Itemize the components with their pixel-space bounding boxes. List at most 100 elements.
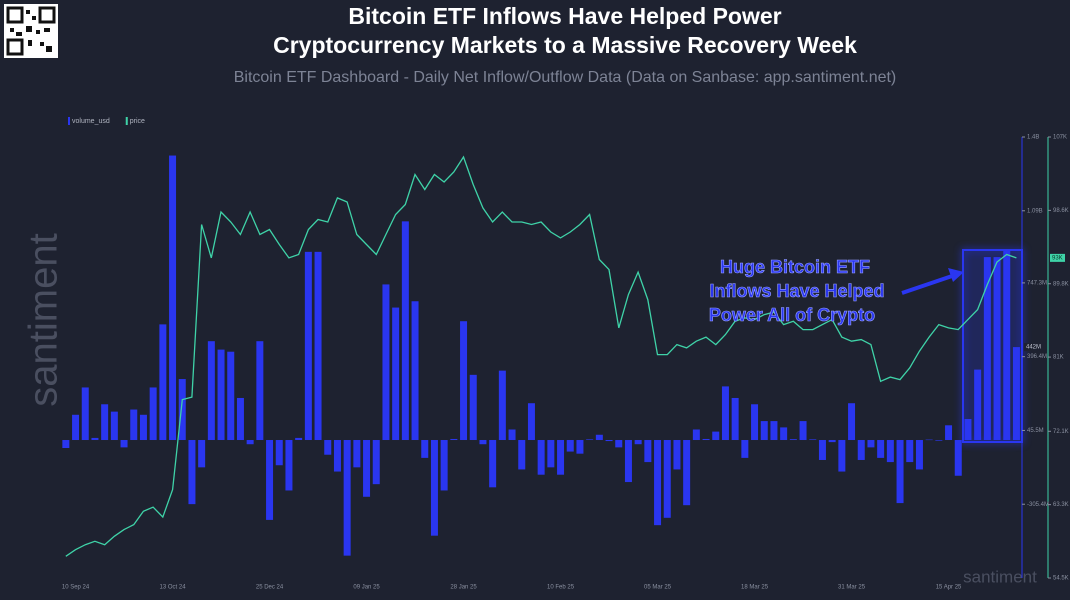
bar <box>945 425 953 441</box>
bar <box>877 440 885 458</box>
bar <box>110 411 118 441</box>
bar <box>760 421 768 441</box>
bar <box>256 341 264 441</box>
y2-tick-label: 54.5K <box>1053 576 1069 582</box>
bar <box>508 429 516 441</box>
bar <box>440 440 448 491</box>
x-tick-label: 05 Mar 25 <box>644 585 672 591</box>
legend-swatch <box>125 117 128 125</box>
bar <box>149 387 157 441</box>
bar <box>469 374 477 441</box>
bar <box>663 440 671 518</box>
bar <box>198 440 206 468</box>
qr-code <box>4 4 58 58</box>
bar <box>91 437 99 441</box>
y-tick-label: 396.4M <box>1027 354 1047 360</box>
bar <box>392 307 400 441</box>
bar <box>62 440 70 449</box>
bar <box>799 421 807 441</box>
bar <box>712 431 720 441</box>
annotation-line: Power All of Crypto <box>709 305 875 325</box>
bar <box>72 414 80 441</box>
bar <box>634 440 642 445</box>
bar <box>217 349 225 441</box>
legend-swatch <box>68 117 70 125</box>
x-tick-label: 28 Jan 25 <box>450 585 477 591</box>
bar <box>207 341 215 441</box>
bar <box>557 440 565 475</box>
bar <box>527 403 535 441</box>
x-tick-label: 31 Mar 25 <box>838 585 866 591</box>
bar <box>624 440 632 483</box>
bar <box>964 418 972 441</box>
bar <box>450 438 458 441</box>
bar <box>430 440 438 536</box>
bar <box>401 221 409 441</box>
y2-tick-label: 98.6K <box>1053 208 1069 214</box>
bar <box>809 439 817 441</box>
bar <box>673 440 681 470</box>
bar <box>81 387 89 441</box>
y2-tick-label: 89.8K <box>1053 281 1069 287</box>
bar <box>983 257 991 441</box>
bar <box>314 251 322 441</box>
chart-title: Bitcoin ETF Inflows Have Helped Power <box>348 3 781 29</box>
bar <box>547 440 555 468</box>
bar <box>101 404 109 441</box>
bar <box>935 440 943 441</box>
bar <box>372 440 380 485</box>
x-tick-label: 10 Sep 24 <box>62 585 90 591</box>
annotation: Huge Bitcoin ETF Inflows Have Helped Pow… <box>709 256 885 325</box>
bar <box>421 440 429 458</box>
bar <box>896 440 904 504</box>
bar <box>702 438 710 441</box>
y2-tick-label: 63.3K <box>1053 502 1069 508</box>
y-tick-label: 45.5M <box>1027 428 1044 434</box>
bar <box>789 439 797 441</box>
y2-tick-label: 72.1K <box>1053 429 1069 435</box>
bar <box>828 440 836 443</box>
bar <box>518 440 526 470</box>
bar <box>915 440 923 470</box>
bar <box>169 155 177 441</box>
x-tick-label: 25 Dec 24 <box>256 585 284 591</box>
bar <box>178 379 186 441</box>
bar <box>770 421 778 441</box>
bar <box>692 429 700 441</box>
bar <box>479 440 487 445</box>
bar <box>460 321 468 441</box>
bar <box>333 440 341 472</box>
price-line <box>65 155 1017 557</box>
y-tick-label: 1.4B <box>1027 135 1039 141</box>
bar <box>848 403 856 441</box>
bar <box>159 324 167 441</box>
bar <box>130 409 138 441</box>
annotation-line: Inflows Have Helped <box>709 281 884 301</box>
watermark: santiment <box>22 233 66 406</box>
bar <box>353 440 361 468</box>
bar <box>615 440 623 448</box>
bar <box>654 440 662 526</box>
bar <box>285 440 293 491</box>
bar <box>188 440 196 505</box>
bar <box>925 439 933 441</box>
bar <box>576 440 584 454</box>
y-tick-label: 1.09B <box>1027 208 1043 214</box>
bar <box>780 427 788 441</box>
bar <box>489 440 497 488</box>
x-tick-label: 10 Feb 25 <box>547 585 575 591</box>
bar <box>867 440 875 448</box>
bar <box>586 439 594 441</box>
legend-label: price <box>130 118 145 125</box>
annotation-arrow <box>901 268 964 295</box>
chart-title: Cryptocurrency Markets to a Massive Reco… <box>273 32 857 58</box>
bar <box>537 440 545 475</box>
y2-tick-label: 81K <box>1053 355 1064 361</box>
bar <box>382 284 390 441</box>
current-value-label: 442M <box>1026 345 1041 351</box>
bar <box>304 251 312 441</box>
bar <box>275 440 283 466</box>
x-tick-label: 13 Oct 24 <box>160 585 187 591</box>
bar <box>363 440 371 497</box>
